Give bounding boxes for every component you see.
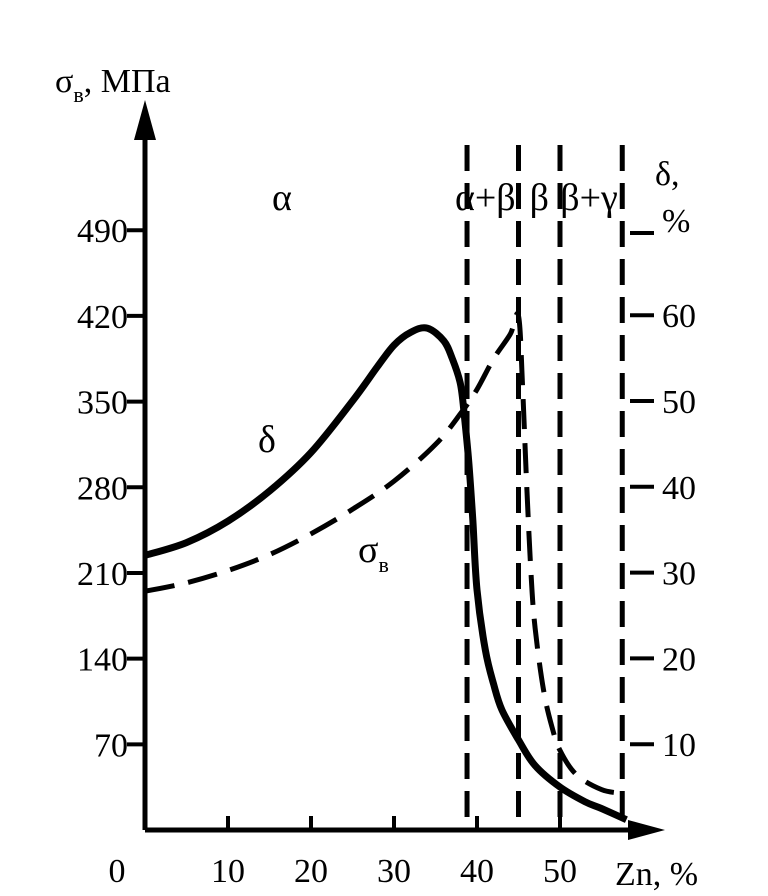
- curve-label-symbol: δ: [258, 419, 276, 461]
- phase-label: α: [272, 177, 292, 219]
- y-left-symbol: σ: [55, 63, 73, 100]
- y-left-tick-label: 490: [77, 213, 128, 250]
- y-right-tick-label: 20: [662, 641, 696, 678]
- y-left-subscript: в: [73, 82, 83, 107]
- x-axis-title: Zn, %: [615, 856, 698, 893]
- y-left-tick-label: 350: [77, 385, 128, 422]
- series-line-sigma: [144, 311, 623, 796]
- phase-label: β+γ: [560, 177, 618, 219]
- curve-label: σв: [358, 529, 389, 577]
- y-right-tick-label: 40: [662, 470, 696, 507]
- phase-label: β: [530, 177, 549, 219]
- x-axis-arrow: [628, 820, 665, 840]
- y-right-tick-label: 60: [662, 298, 696, 335]
- y-right-tick-label: 30: [662, 556, 696, 593]
- x-tick-label: 30: [377, 853, 411, 890]
- y-right-axis-title-line2: %: [662, 203, 690, 240]
- phase-boundaries: [464, 145, 625, 830]
- curve-label: δ: [258, 419, 276, 461]
- y-left-tick-label: 210: [77, 556, 128, 593]
- curve-label-subscript: в: [378, 552, 388, 577]
- x-tick-label: 50: [543, 853, 577, 890]
- curve-label-symbol: σ: [358, 529, 378, 571]
- ticks: 0 10 20 30 40 50 70 140 210 280 350 420 490 10 20 30 40 5…: [77, 213, 696, 890]
- curves: [143, 311, 628, 823]
- y-left-tick-label: 420: [77, 299, 128, 336]
- y-left-tick-label: 140: [77, 642, 128, 679]
- x-tick-label: 20: [294, 853, 328, 890]
- x-tick-label: 10: [211, 853, 245, 890]
- y-left-tick-label: 280: [77, 470, 128, 507]
- y-right-tick-label: 50: [662, 384, 696, 421]
- labels: α α+β β β+γ δ σв: [258, 177, 618, 577]
- y-left-unit: , МПа: [84, 63, 171, 100]
- y-left-tick-label: 70: [94, 727, 128, 764]
- y-right-axis-title-line1: δ,: [655, 156, 680, 193]
- series-line-delta: [143, 324, 628, 823]
- x-tick-label: 0: [109, 853, 126, 890]
- y-left-axis-title: σв, МПа: [55, 63, 171, 107]
- x-tick-label: 40: [460, 853, 494, 890]
- y-right-tick-label: 10: [662, 727, 696, 764]
- phase-label: α+β: [455, 177, 516, 219]
- y-axis-arrow: [134, 100, 156, 140]
